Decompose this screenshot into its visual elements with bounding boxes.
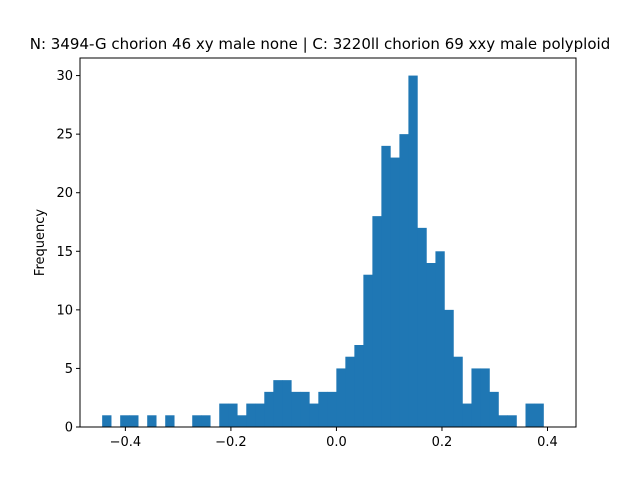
y-tick-label: 25 — [56, 128, 73, 143]
histogram-bar — [228, 403, 238, 427]
y-tick-label: 0 — [65, 421, 73, 436]
y-tick-label: 5 — [65, 362, 73, 377]
histogram-bar — [498, 415, 508, 427]
y-tick-label: 15 — [56, 245, 73, 260]
histogram-bar — [363, 274, 373, 427]
histogram-bar — [534, 403, 544, 427]
histogram-bar — [444, 309, 454, 427]
histogram-bar — [489, 391, 499, 427]
histogram-bar — [237, 415, 247, 427]
histogram-bar — [345, 356, 355, 427]
histogram-bar — [318, 391, 328, 427]
histogram-bar — [192, 415, 202, 427]
histogram-bar — [255, 403, 265, 427]
y-tick-label: 30 — [56, 69, 73, 84]
histogram-bar — [291, 391, 301, 427]
y-tick-label: 20 — [56, 186, 73, 201]
plot-frame — [79, 57, 577, 428]
x-axis: −0.4 −0.2 0.0 0.2 0.4 — [110, 427, 558, 450]
histogram-bar — [120, 415, 130, 427]
histogram-bar — [480, 368, 490, 427]
histogram-bar — [273, 380, 283, 427]
histogram-bar — [264, 391, 274, 427]
histogram-bars — [102, 75, 544, 428]
histogram-bar — [309, 403, 319, 427]
histogram-bar — [453, 356, 463, 427]
histogram-bar — [408, 75, 418, 427]
histogram-bar — [282, 380, 292, 427]
x-tick-label: 0.0 — [326, 435, 347, 450]
histogram-bar — [507, 415, 517, 427]
x-tick-label: 0.4 — [537, 435, 558, 450]
histogram-bar — [381, 145, 391, 428]
histogram-bar — [372, 216, 382, 427]
y-axis: 0 5 10 15 20 25 30 — [56, 69, 80, 436]
histogram-bar — [471, 368, 481, 427]
histogram-bar — [417, 227, 427, 427]
histogram-bar — [390, 157, 400, 427]
histogram-bar — [300, 391, 310, 427]
histogram-bar — [246, 403, 256, 427]
histogram-bar — [129, 415, 139, 427]
histogram-bar — [336, 368, 346, 427]
histogram-bar — [462, 403, 472, 427]
histogram-bar — [399, 134, 409, 427]
histogram-bar — [102, 415, 112, 427]
y-tick-label: 10 — [56, 303, 73, 318]
x-tick-label: −0.4 — [110, 435, 142, 450]
histogram-bar — [165, 415, 175, 427]
histogram-bar — [426, 263, 436, 427]
histogram-bar — [327, 391, 337, 427]
histogram-bar — [201, 415, 211, 427]
y-axis-label: Frequency — [33, 209, 48, 276]
histogram-bar — [435, 251, 445, 427]
histogram-bar — [147, 415, 157, 427]
histogram-bar — [354, 345, 364, 427]
chart-title: N: 3494-G chorion 46 xy male none | C: 3… — [30, 35, 610, 53]
x-tick-label: −0.2 — [215, 435, 247, 450]
x-tick-label: 0.2 — [432, 435, 453, 450]
histogram-bar — [219, 403, 229, 427]
histogram-bar — [525, 403, 535, 427]
